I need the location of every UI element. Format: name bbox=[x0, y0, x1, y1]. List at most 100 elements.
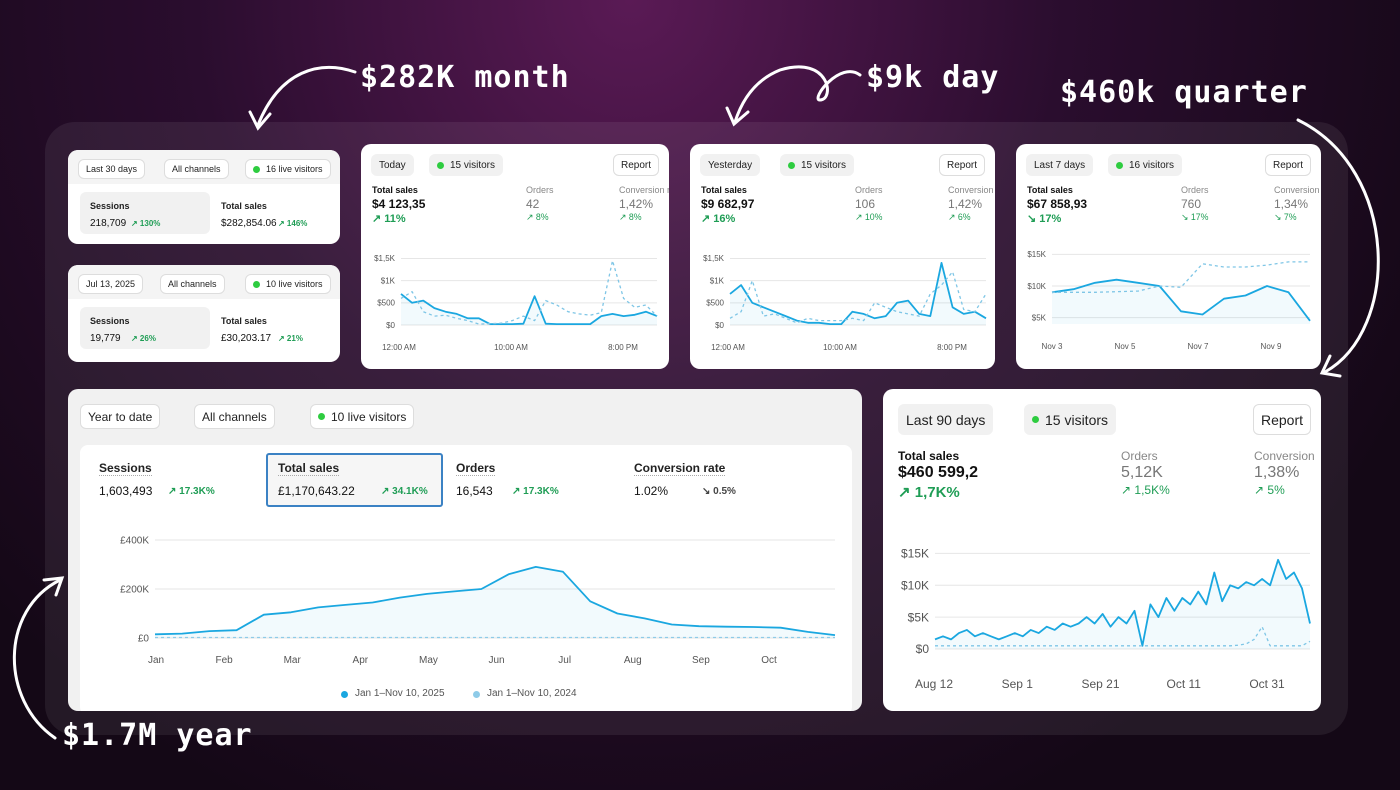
y-tick-label: £200K bbox=[120, 585, 149, 596]
visitors-text: 16 visitors bbox=[1129, 159, 1175, 171]
chart: $0 $500 $1K $1,5K 12:00 AM 10:00 AM 8:00 PM bbox=[703, 254, 987, 352]
metric-value: 1,603,493 bbox=[99, 484, 153, 498]
x-tick-label: Sep bbox=[692, 655, 710, 666]
metric-value: $460 599,2 bbox=[898, 464, 979, 481]
metric-change: ↗ 34.1K% bbox=[381, 486, 428, 497]
date-picker-text: Year to date bbox=[88, 409, 153, 424]
period-picker-text: Today bbox=[379, 159, 406, 171]
metric-value: 760 bbox=[1181, 197, 1202, 211]
annotation: $9k day bbox=[866, 60, 1000, 95]
channel-picker[interactable]: All channels bbox=[160, 274, 225, 294]
metric-value: 19,779 bbox=[90, 333, 121, 344]
report-button-text: Report bbox=[946, 159, 977, 171]
metric-label: Orders bbox=[855, 185, 883, 195]
metric-change: ↗ 16% bbox=[701, 213, 736, 225]
report-button[interactable]: Report bbox=[1264, 154, 1311, 176]
metric-value: 218,709 bbox=[90, 218, 127, 229]
period-picker[interactable]: Yesterday bbox=[700, 154, 761, 176]
period-card: Today 15 visitors Report Total sales $4 123,… bbox=[361, 144, 669, 369]
metric-change: ↗ 26% bbox=[131, 334, 156, 343]
metric-box bbox=[80, 307, 210, 349]
visitors-text: 15 visitors bbox=[450, 159, 496, 171]
chart: $0 $5K $10K $15K Aug 12 Sep 1 Sep 21 Oct 11 Oct … bbox=[901, 547, 1311, 691]
x-tick-label: 12:00 AM bbox=[382, 343, 416, 352]
live-visitors-text: 10 live visitors bbox=[266, 279, 323, 289]
period-picker-text: Last 7 days bbox=[1034, 159, 1086, 171]
area bbox=[730, 262, 986, 325]
x-tick-label: Nov 7 bbox=[1188, 342, 1209, 351]
metric-change: ↗ 1,7K% bbox=[898, 484, 960, 501]
date-picker[interactable]: Jul 13, 2025 bbox=[78, 274, 144, 294]
y-tick-label: $500 bbox=[377, 299, 395, 308]
status-dot bbox=[1032, 416, 1039, 423]
report-button[interactable]: Report bbox=[1252, 404, 1311, 435]
metric-label: Orders bbox=[1121, 449, 1158, 463]
line bbox=[400, 293, 658, 325]
report-button-text: Report bbox=[620, 159, 651, 171]
status-dot bbox=[788, 161, 795, 169]
x-tick-label: Sep 1 bbox=[1002, 677, 1034, 691]
x-tick-label: May bbox=[419, 655, 438, 666]
metric-value: £30,203.17 bbox=[221, 333, 272, 344]
period-picker[interactable]: Last 7 days bbox=[1026, 154, 1094, 176]
metric-change: ↗ 21% bbox=[278, 334, 303, 343]
metric-change: ↗ 8% bbox=[526, 212, 549, 222]
channel-picker[interactable]: All channels bbox=[164, 159, 229, 179]
date-picker[interactable]: Last 30 days bbox=[78, 159, 146, 179]
status-dot bbox=[253, 280, 260, 288]
legend-label: Jan 1–Nov 10, 2024 bbox=[487, 688, 577, 699]
line bbox=[154, 566, 836, 636]
status-dot bbox=[437, 161, 444, 169]
arrow bbox=[256, 65, 357, 127]
metric-label: Conversion bbox=[1254, 449, 1315, 463]
visitors: 15 visitors bbox=[429, 154, 504, 176]
y-tick-label: $1,5K bbox=[374, 254, 396, 263]
metric-value: 1,42% bbox=[948, 197, 983, 211]
metric-change: ↗ 17.3K% bbox=[512, 486, 559, 497]
x-tick-label: Mar bbox=[284, 655, 302, 666]
arrow bbox=[733, 65, 862, 124]
x-tick-label: Aug bbox=[624, 655, 642, 666]
chart-panel bbox=[80, 445, 852, 711]
live-visitors: 16 live visitors bbox=[245, 159, 331, 179]
x-tick-label: Jul bbox=[558, 655, 571, 666]
legend-swatch bbox=[341, 691, 348, 698]
x-tick-label: Aug 12 bbox=[915, 677, 953, 691]
channel-picker[interactable]: All channels bbox=[194, 404, 275, 429]
summary-card: Last 30 days All channels 16 live visitors… bbox=[68, 150, 340, 244]
report-button[interactable]: Report bbox=[938, 154, 985, 176]
x-tick-label: 10:00 AM bbox=[494, 343, 528, 352]
channel-picker-text: All channels bbox=[168, 279, 217, 289]
metric-label: Total sales bbox=[1027, 185, 1073, 195]
arrow-head bbox=[1319, 354, 1342, 378]
metric-label: Orders bbox=[456, 461, 496, 476]
metric-change: ↗ 1,5K% bbox=[1121, 483, 1170, 497]
line bbox=[1052, 261, 1310, 293]
metric-label: Total sales bbox=[278, 461, 340, 476]
legend-swatch bbox=[473, 691, 480, 698]
date-picker[interactable]: Year to date bbox=[80, 404, 161, 429]
metric-label: Total sales bbox=[221, 316, 267, 326]
report-button[interactable]: Report bbox=[612, 154, 659, 176]
x-tick-label: Feb bbox=[215, 655, 233, 666]
line bbox=[729, 271, 987, 324]
live-visitors: 10 live visitors bbox=[310, 404, 415, 429]
live-visitors-text: 10 live visitors bbox=[331, 409, 407, 424]
y-tick-label: $10K bbox=[901, 578, 929, 592]
y-tick-label: $0 bbox=[715, 321, 724, 330]
metric-change: ↗ 10% bbox=[855, 212, 883, 222]
period-picker[interactable]: Today bbox=[371, 154, 414, 176]
chart: $5K $10K $15K Nov 3 Nov 5 Nov 7 Nov 9 bbox=[1027, 250, 1311, 351]
x-tick-label: Apr bbox=[353, 655, 369, 666]
y-tick-label: $15K bbox=[901, 547, 929, 561]
x-tick-label: Jan bbox=[148, 655, 164, 666]
year-card: Year to date All channels 10 live visitors… bbox=[68, 389, 862, 711]
x-tick-label: 8:00 PM bbox=[937, 343, 967, 352]
arrow bbox=[1296, 118, 1380, 374]
metric-label: Total sales bbox=[701, 185, 747, 195]
period-picker[interactable]: Last 90 days bbox=[898, 404, 994, 435]
arrow-head bbox=[248, 110, 272, 131]
annotation: $460k quarter bbox=[1060, 75, 1308, 110]
metric-label: Conversion rate bbox=[1274, 185, 1321, 195]
